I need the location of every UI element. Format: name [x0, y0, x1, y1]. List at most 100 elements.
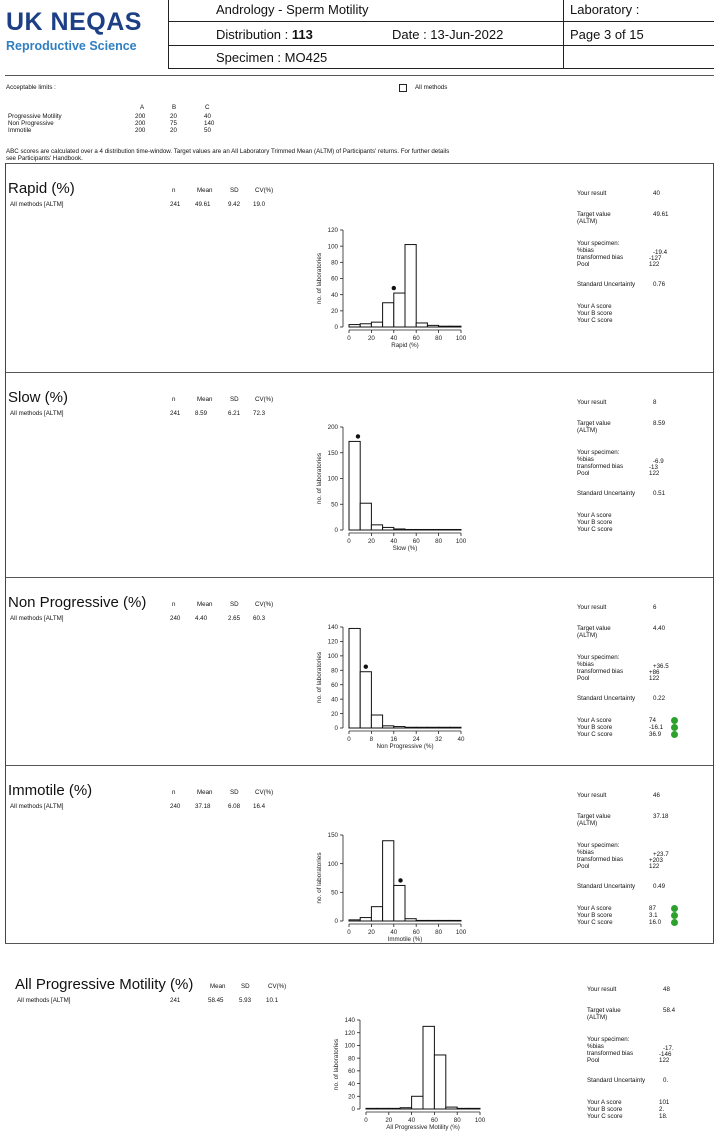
- section-divider: [5, 372, 714, 373]
- b-score-label: Your B score: [577, 912, 613, 919]
- x-tick-label: 40: [458, 736, 465, 743]
- stats-header-cv: CV(%): [255, 187, 274, 194]
- stat-n: 240: [170, 615, 181, 622]
- stat-sd: 2.65: [228, 615, 241, 622]
- y-tick-label: 60: [331, 682, 338, 689]
- tbias-label: transformed bias: [577, 856, 624, 863]
- y-tick-label: 150: [328, 450, 339, 457]
- x-tick-label: 20: [385, 1117, 392, 1124]
- histogram-bar: [404, 726, 417, 729]
- stats-header-sd: SD: [241, 983, 250, 990]
- target-label: Target value: [577, 813, 611, 820]
- y-tick-label: 40: [348, 1081, 355, 1088]
- b-score-label: Your B score: [587, 1106, 623, 1113]
- x-tick-label: 8: [370, 736, 374, 743]
- y-axis-title: no. of laboratories: [333, 1039, 340, 1090]
- uncertainty-value: 0.76: [653, 281, 666, 288]
- your-result-marker: [391, 285, 396, 291]
- section-title: All Progressive Motility (%): [15, 976, 194, 993]
- target-value: 49.61: [653, 211, 669, 218]
- c-score-value: 36.9: [649, 731, 662, 738]
- y-axis-title: no. of laboratories: [316, 253, 323, 304]
- histogram-bar: [393, 292, 406, 328]
- altm-label: (ALTM): [577, 427, 598, 434]
- histogram-bar: [456, 1107, 470, 1110]
- x-tick-label: 80: [435, 538, 442, 545]
- your-result-label: Your result: [587, 986, 617, 993]
- x-tick-label: 60: [413, 538, 420, 545]
- pool-label: Pool: [587, 1057, 600, 1064]
- histogram-bar: [370, 321, 384, 328]
- bias-value: -19.4: [653, 249, 668, 256]
- histogram-bar: [415, 322, 428, 328]
- histogram-bar: [426, 324, 440, 328]
- a-score-label: Your A score: [577, 512, 612, 519]
- histogram-bar: [438, 726, 451, 729]
- pool-label: Pool: [577, 261, 590, 268]
- c-score-label: Your C score: [587, 1113, 623, 1120]
- target-label: Target value: [577, 420, 611, 427]
- histogram-chart: 0 20 40 60 80 100 120 140 0 20 40 60 80 100 All Progre…: [333, 1017, 486, 1131]
- histogram-bar: [426, 726, 440, 729]
- histogram-bar: [415, 726, 428, 729]
- your-result-value: 8: [653, 399, 657, 406]
- histogram-bar: [433, 1054, 447, 1110]
- specimen-label: Your specimen:: [587, 1036, 630, 1043]
- histogram-bar: [468, 1107, 481, 1110]
- logo-subtitle: Reproductive Science: [6, 39, 137, 53]
- y-tick-label: 0: [335, 324, 339, 331]
- c-score-value: 18.: [659, 1113, 668, 1120]
- stat-mean: 37.18: [195, 803, 211, 810]
- uncertainty-value: 0.51: [653, 490, 666, 497]
- limits-cell: 20: [170, 113, 177, 120]
- target-label: Target value: [587, 1007, 621, 1014]
- histogram-bar: [404, 918, 417, 922]
- histogram-bar: [449, 726, 462, 729]
- x-tick-label: 0: [347, 538, 351, 545]
- y-tick-label: 100: [328, 861, 339, 868]
- method-label: All methods [ALTM]: [10, 803, 64, 810]
- y-tick-label: 0: [335, 918, 339, 925]
- x-tick-label: 0: [364, 1117, 368, 1124]
- limits-col-a: A: [140, 104, 145, 111]
- bias-value: +36.5: [653, 663, 669, 670]
- stat-n: 241: [170, 997, 181, 1004]
- histogram-bar: [388, 1107, 401, 1110]
- y-tick-label: 60: [331, 276, 338, 283]
- specimen-id: Specimen : MO425: [216, 50, 328, 65]
- y-tick-label: 20: [331, 308, 338, 315]
- your-result-label: Your result: [577, 399, 607, 406]
- target-value: 8.59: [653, 420, 666, 427]
- stat-cv: 72.3: [253, 410, 266, 417]
- tbias-value: +86: [649, 669, 660, 676]
- b-score-label: Your B score: [577, 519, 613, 526]
- stat-cv: 10.1: [266, 997, 279, 1004]
- uncertainty-value: 0.22: [653, 695, 666, 702]
- stats-header-mean: Mean: [197, 187, 213, 194]
- stat-sd: 6.21: [228, 410, 241, 417]
- x-axis-title: All Progressive Motility (%): [386, 1124, 460, 1131]
- stats-header-mean: Mean: [210, 983, 226, 990]
- section-title: Rapid (%): [8, 180, 75, 197]
- target-value: 4.40: [653, 625, 666, 632]
- bias-label: %bias: [577, 849, 594, 856]
- y-tick-label: 80: [331, 260, 338, 267]
- limits-cell: 140: [204, 120, 215, 127]
- y-tick-label: 80: [348, 1055, 355, 1062]
- stats-header-mean: Mean: [197, 601, 213, 608]
- c-score-label: Your C score: [577, 526, 613, 533]
- x-tick-label: 40: [390, 538, 397, 545]
- pool-label: Pool: [577, 675, 590, 682]
- section-title: Immotile (%): [8, 782, 93, 799]
- tbias-label: transformed bias: [587, 1050, 634, 1057]
- laboratory-label: Laboratory :: [570, 2, 640, 17]
- limits-row-name: Non Progressive: [8, 120, 54, 127]
- altm-label: (ALTM): [577, 820, 598, 827]
- uncertainty-value: 0.: [663, 1077, 669, 1084]
- y-tick-label: 100: [345, 1043, 356, 1050]
- stats-header-n: n: [172, 187, 176, 194]
- your-result-label: Your result: [577, 190, 607, 197]
- frame-bottom: [5, 943, 714, 944]
- score-status-dot: [671, 905, 678, 912]
- bias-value: +23.7: [653, 851, 669, 858]
